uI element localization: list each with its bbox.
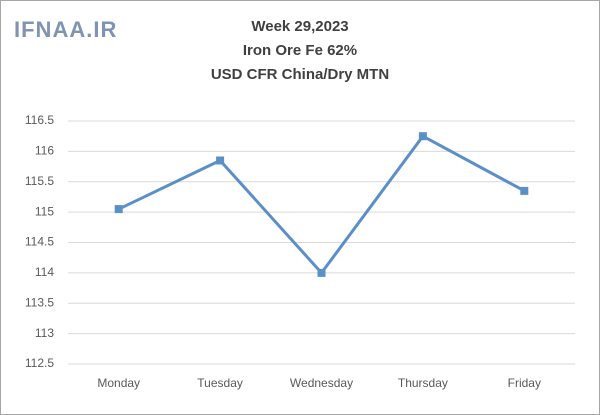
marker xyxy=(216,156,225,165)
y-tick-label: 116 xyxy=(35,144,54,158)
x-tick-label: Thursday xyxy=(398,376,448,390)
y-tick-label: 115 xyxy=(35,204,54,218)
marker xyxy=(317,268,326,277)
chart-title: USD CFR China/Dry MTN xyxy=(211,66,389,83)
x-tick-label: Friday xyxy=(508,376,541,390)
x-tick-label: Wednesday xyxy=(290,376,353,390)
x-tick-label: Tuesday xyxy=(197,376,243,390)
x-tick-label: Monday xyxy=(97,376,140,390)
y-tick-label: 113.5 xyxy=(25,295,54,309)
y-tick-label: 115.5 xyxy=(25,174,54,188)
marker xyxy=(520,186,529,195)
watermark: IFNAA.IR xyxy=(14,17,117,42)
marker xyxy=(418,132,427,141)
marker xyxy=(114,205,123,214)
y-tick-label: 113 xyxy=(35,326,54,340)
y-tick-label: 114 xyxy=(35,265,54,279)
y-tick-label: 116.5 xyxy=(25,113,54,127)
y-tick-label: 114.5 xyxy=(25,235,54,249)
chart-title: Week 29,2023 xyxy=(251,18,348,35)
y-tick-label: 112.5 xyxy=(25,356,54,370)
chart-title: Iron Ore Fe 62% xyxy=(243,42,357,59)
